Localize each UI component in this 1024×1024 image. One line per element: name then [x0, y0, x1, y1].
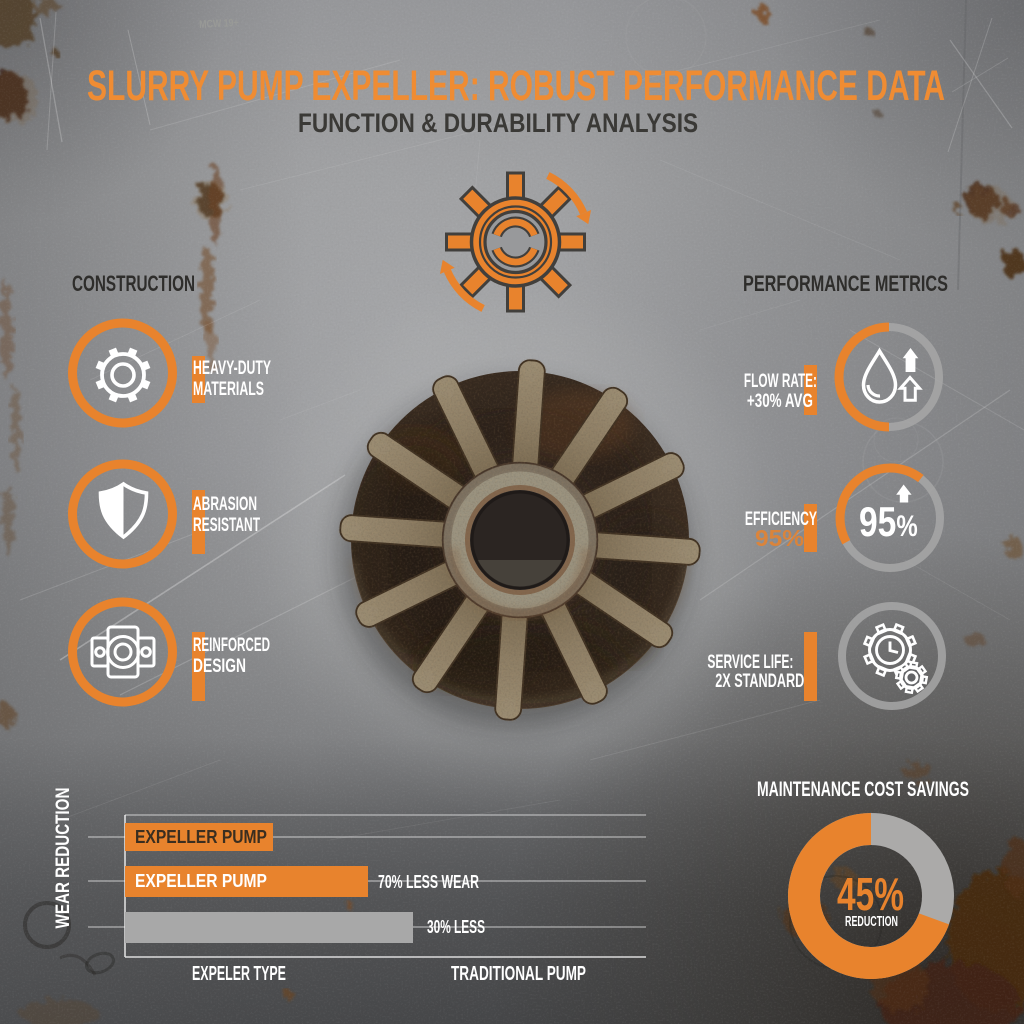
svg-text:WEAR REDUCTION: WEAR REDUCTION: [51, 788, 73, 929]
